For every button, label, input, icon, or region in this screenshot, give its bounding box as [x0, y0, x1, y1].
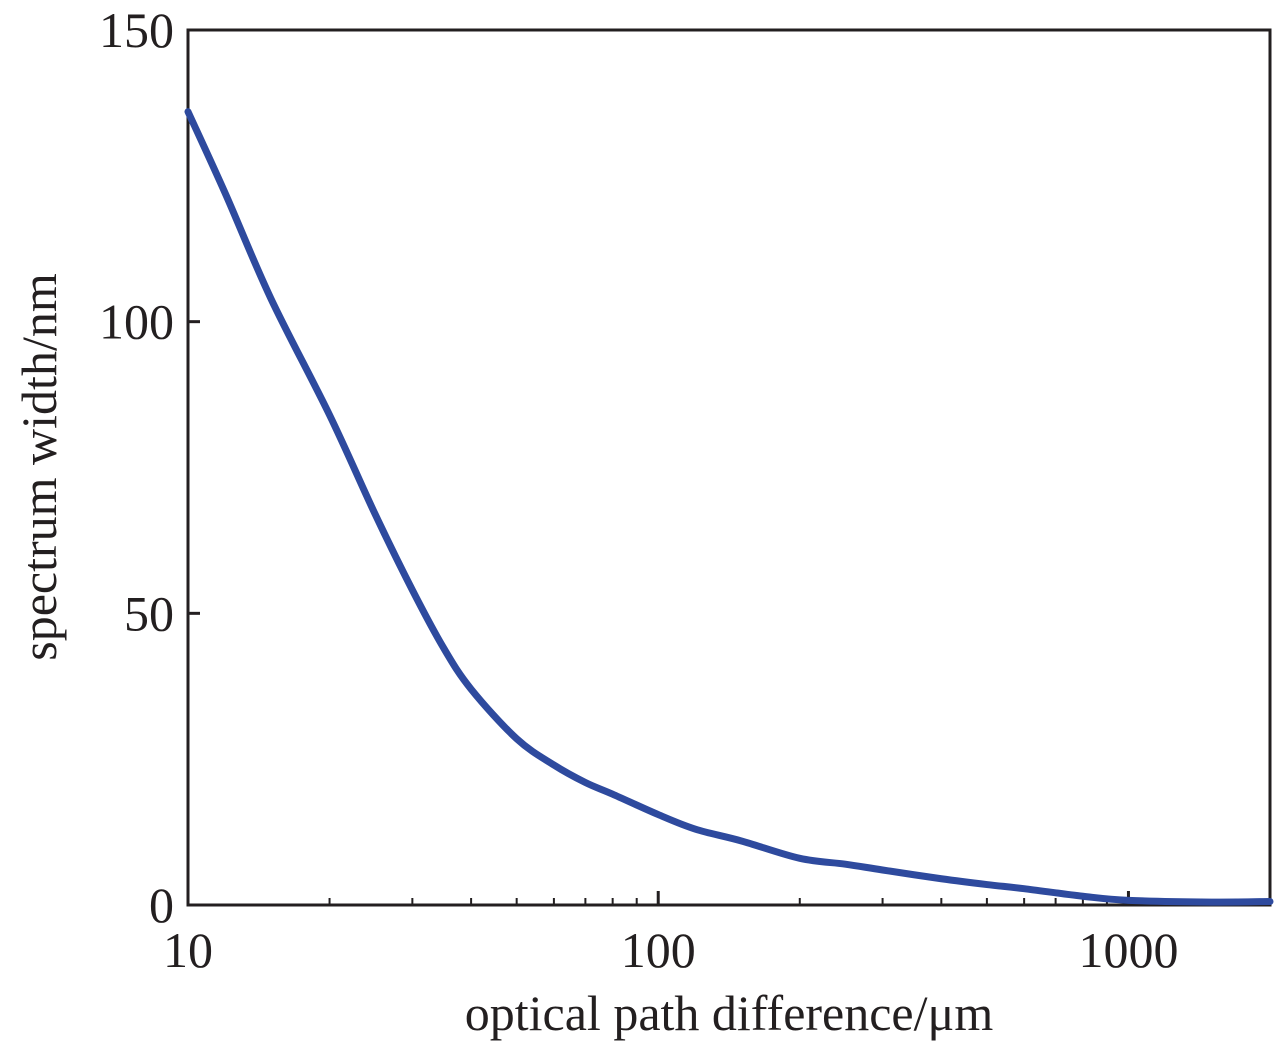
y-tick-label: 150	[99, 2, 174, 58]
x-axis-label: optical path difference/μm	[465, 985, 994, 1041]
x-tick-label: 1000	[1078, 922, 1178, 978]
y-tick-label: 50	[124, 585, 174, 641]
y-tick-label: 0	[149, 877, 174, 933]
x-axis-ticks: 10 100 1000	[163, 891, 1271, 978]
y-axis-label: spectrum width/nm	[11, 273, 67, 661]
y-tick-label: 100	[99, 294, 174, 350]
x-tick-label: 10	[163, 922, 213, 978]
y-axis-ticks: 0 50 100 150	[99, 2, 200, 933]
series-line	[184, 108, 1274, 906]
x-tick-label: 100	[621, 922, 696, 978]
plot-frame	[186, 28, 1272, 907]
series-layer	[184, 108, 1274, 906]
